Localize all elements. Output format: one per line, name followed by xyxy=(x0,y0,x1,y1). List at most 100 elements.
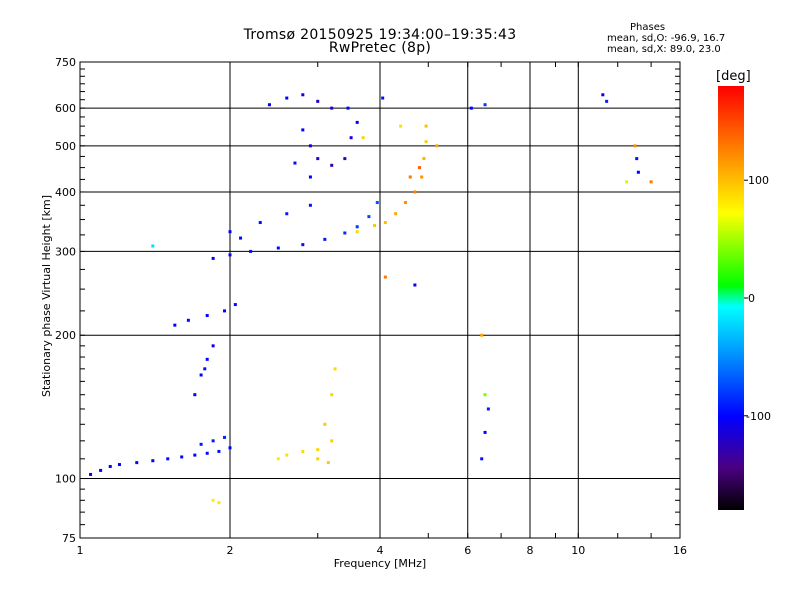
y-tick-label: 400 xyxy=(55,186,76,199)
data-point xyxy=(205,357,209,361)
x-tick-label: 4 xyxy=(377,544,384,557)
data-point xyxy=(486,407,490,411)
data-point xyxy=(228,230,232,234)
data-point xyxy=(301,93,305,97)
data-point xyxy=(373,224,377,228)
data-points xyxy=(89,93,653,505)
data-point xyxy=(308,144,312,148)
y-tick-label: 500 xyxy=(55,140,76,153)
data-point xyxy=(203,367,207,371)
data-point xyxy=(276,246,280,250)
data-point xyxy=(480,457,484,461)
data-point xyxy=(205,314,209,318)
data-point xyxy=(635,157,639,161)
data-point xyxy=(361,136,365,140)
colorbar xyxy=(718,86,744,510)
data-point xyxy=(211,256,215,260)
colorbar-tick-label: 0 xyxy=(748,292,755,305)
data-point xyxy=(316,157,320,161)
data-point xyxy=(166,457,170,461)
data-point xyxy=(601,93,605,97)
data-point xyxy=(375,201,379,205)
data-point xyxy=(349,136,353,140)
data-point xyxy=(117,463,121,467)
data-point xyxy=(99,468,103,472)
data-point xyxy=(413,283,417,287)
data-point xyxy=(483,393,487,397)
data-point xyxy=(403,201,407,205)
x-tick-label: 8 xyxy=(527,544,534,557)
x-tick-label: 10 xyxy=(571,544,585,557)
data-point xyxy=(193,453,197,457)
data-point xyxy=(330,106,334,110)
data-point xyxy=(211,439,215,443)
data-point xyxy=(301,128,305,132)
data-point xyxy=(422,157,426,161)
data-point xyxy=(408,175,412,179)
data-point xyxy=(413,190,417,194)
stats-line-o: mean, sd,O: -96.9, 16.7 xyxy=(607,33,726,44)
axis-ticks: 1 2 4 6 8 10 16 75 100 200 300 400 500 600 750 xyxy=(55,56,687,557)
data-point xyxy=(420,175,424,179)
data-point xyxy=(108,464,112,468)
data-point xyxy=(223,435,227,439)
chart-title: Tromsø 20150925 19:34:00–19:35:43 xyxy=(243,27,517,43)
data-point xyxy=(355,120,359,124)
data-point xyxy=(399,124,403,128)
data-point xyxy=(323,237,327,241)
data-point xyxy=(308,203,312,207)
data-point xyxy=(186,318,190,322)
data-point xyxy=(293,161,297,165)
data-point xyxy=(301,449,305,453)
y-tick-label: 300 xyxy=(55,245,76,258)
data-point xyxy=(633,144,637,148)
data-point xyxy=(326,461,330,465)
stats-heading: Phases xyxy=(630,22,666,33)
chart-subtitle: RwPretec (8p) xyxy=(328,40,432,56)
y-tick-label: 100 xyxy=(55,473,76,486)
data-point xyxy=(469,106,473,110)
data-point xyxy=(239,236,243,240)
data-point xyxy=(316,99,320,103)
data-point xyxy=(89,472,93,476)
data-point xyxy=(193,393,197,397)
data-point xyxy=(223,309,227,313)
y-tick-label: 75 xyxy=(62,532,76,545)
data-point xyxy=(424,124,428,128)
data-point xyxy=(228,446,232,450)
data-point xyxy=(355,230,359,234)
x-tick-label: 2 xyxy=(227,544,234,557)
data-point xyxy=(330,439,334,443)
data-point xyxy=(343,231,347,235)
data-point xyxy=(480,333,484,337)
x-tick-label: 6 xyxy=(464,544,471,557)
data-point xyxy=(151,459,155,463)
y-tick-label: 600 xyxy=(55,102,76,115)
data-point xyxy=(483,430,487,434)
data-point xyxy=(217,449,221,453)
data-point xyxy=(343,157,347,161)
x-tick-label: 1 xyxy=(77,544,84,557)
data-point xyxy=(308,175,312,179)
grid xyxy=(80,62,680,538)
data-point xyxy=(285,453,289,457)
stats-line-x: mean, sd,X: 89.0, 23.0 xyxy=(607,44,721,55)
data-point xyxy=(435,144,439,148)
data-point xyxy=(367,215,371,219)
data-point xyxy=(211,498,215,502)
data-point xyxy=(199,373,203,377)
data-point xyxy=(383,221,387,225)
data-point xyxy=(285,212,289,216)
data-point xyxy=(417,166,421,170)
data-point xyxy=(180,455,184,459)
data-point xyxy=(135,461,139,465)
data-point xyxy=(605,99,609,103)
x-axis-label: Frequency [MHz] xyxy=(333,557,427,570)
data-point xyxy=(301,243,305,247)
data-point xyxy=(173,323,177,327)
data-point xyxy=(205,451,209,455)
data-point xyxy=(394,212,398,216)
data-point xyxy=(233,303,237,307)
data-point xyxy=(258,221,262,225)
